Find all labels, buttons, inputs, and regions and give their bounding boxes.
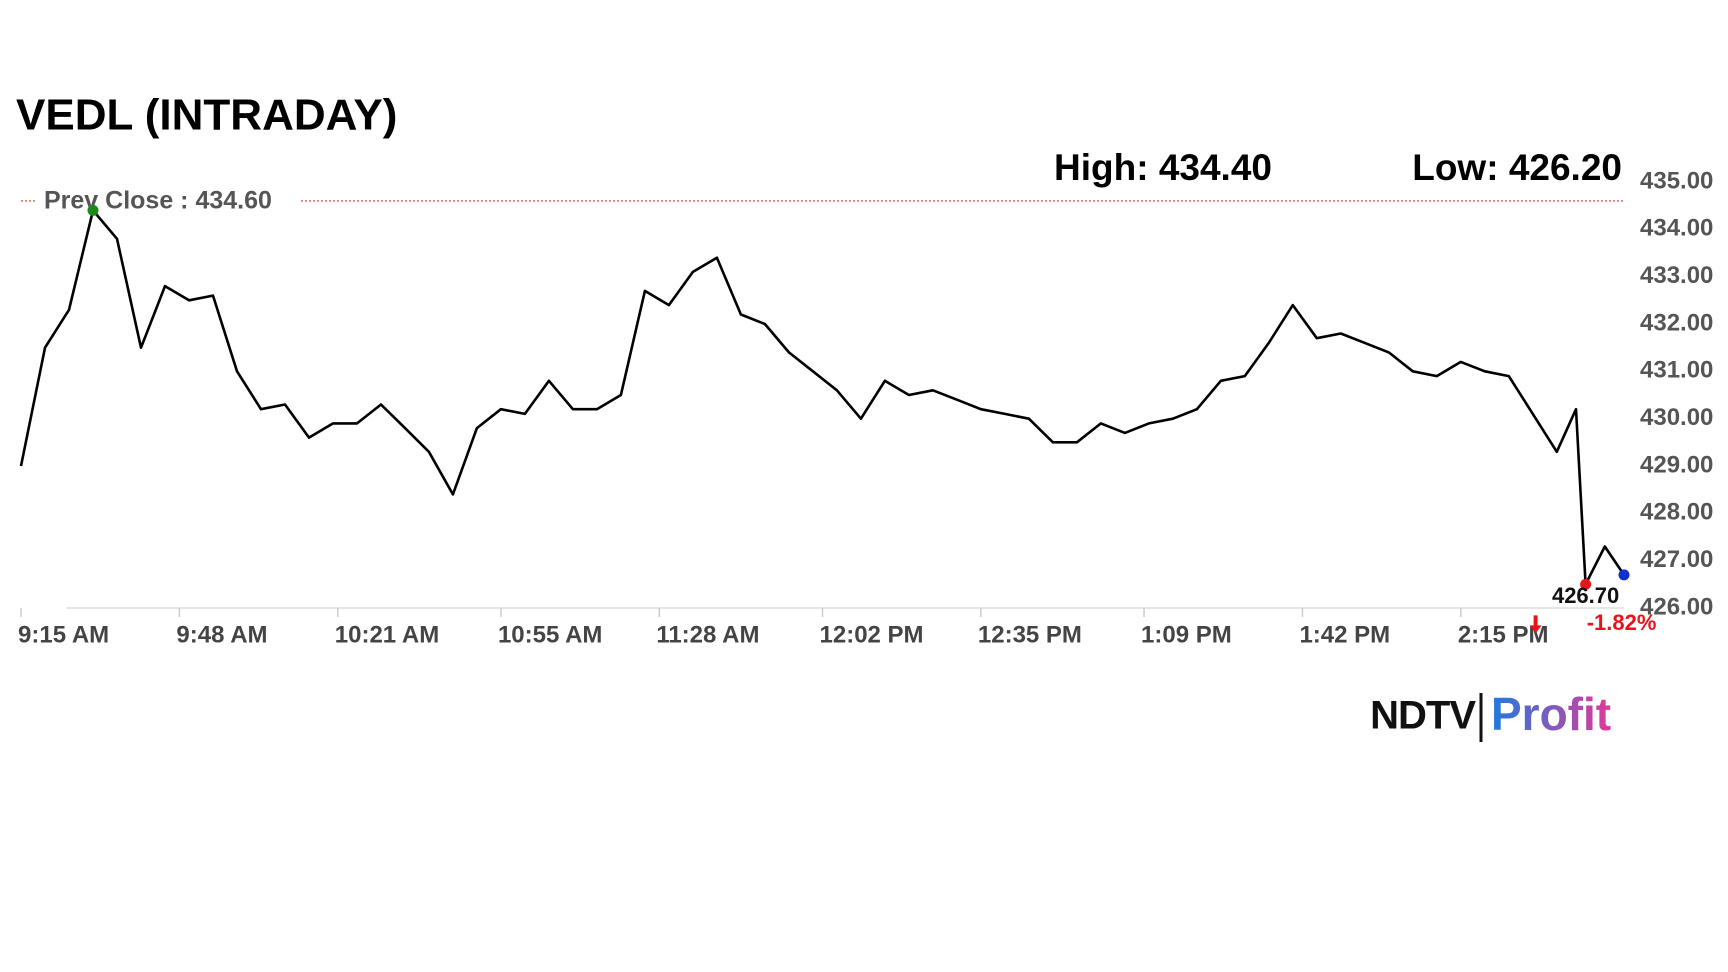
x-tick-label: 11:28 AM — [656, 621, 759, 648]
marker-high — [87, 204, 99, 216]
y-tick-label: 433.00 — [1640, 262, 1713, 289]
change-label: -1.82% — [1587, 610, 1657, 635]
x-tick-label: 9:15 AM — [18, 621, 109, 648]
x-tick-label: 1:09 PM — [1141, 621, 1232, 648]
x-tick-label: 10:55 AM — [498, 621, 602, 648]
y-tick-label: 431.00 — [1640, 357, 1713, 384]
y-tick-label: 429.00 — [1640, 451, 1713, 478]
x-tick-label: 12:02 PM — [820, 621, 924, 648]
low-label: Low: 426.20 — [1412, 147, 1622, 188]
chart-title: VEDL (INTRADAY) — [16, 91, 397, 140]
y-tick-label: 427.00 — [1640, 546, 1713, 573]
y-tick-label: 426.00 — [1640, 593, 1713, 620]
y-tick-label: 435.00 — [1640, 167, 1713, 194]
brand-left: NDTV — [1370, 694, 1476, 738]
prev-close-label: Prev Close : 434.60 — [44, 187, 272, 215]
y-tick-label: 428.00 — [1640, 499, 1713, 526]
x-tick-label: 9:48 AM — [176, 621, 267, 648]
last-value-label: 426.70 — [1552, 583, 1619, 608]
prev-close-bg — [36, 184, 300, 217]
down-arrow — [1529, 615, 1542, 634]
y-tick-label: 430.00 — [1640, 404, 1713, 431]
marker-low — [1580, 578, 1592, 590]
price-line — [19, 209, 1626, 586]
marker-last — [1618, 569, 1630, 581]
brand-right: Profit — [1491, 688, 1611, 740]
x-tick-label: 10:21 AM — [335, 621, 439, 648]
high-label: High: 434.40 — [1054, 147, 1272, 188]
y-tick-label: 432.00 — [1640, 309, 1713, 336]
x-tick-label: 12:35 PM — [978, 621, 1082, 648]
x-tick-label: 1:42 PM — [1299, 621, 1390, 648]
y-tick-label: 434.00 — [1640, 215, 1713, 242]
